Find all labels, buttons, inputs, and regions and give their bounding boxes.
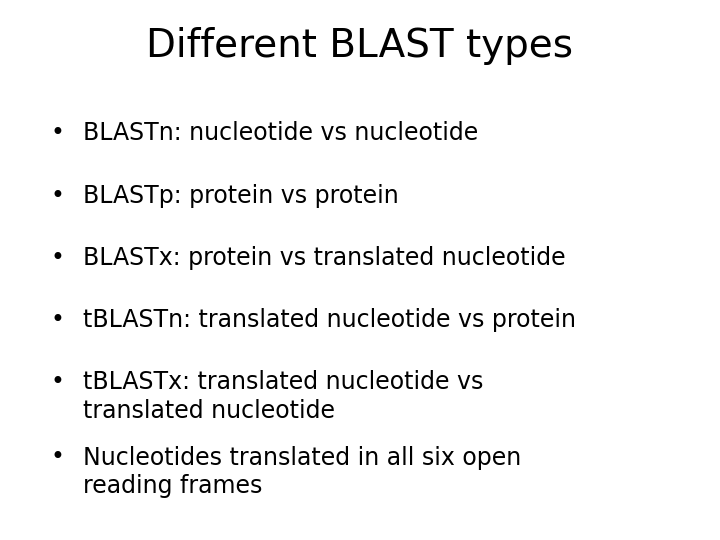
Text: tBLASTn: translated nucleotide vs protein: tBLASTn: translated nucleotide vs protei… [83, 308, 576, 332]
Text: Nucleotides translated in all six open
reading frames: Nucleotides translated in all six open r… [83, 446, 521, 498]
Text: •: • [50, 370, 64, 394]
Text: BLASTp: protein vs protein: BLASTp: protein vs protein [83, 184, 399, 207]
Text: BLASTn: nucleotide vs nucleotide: BLASTn: nucleotide vs nucleotide [83, 122, 478, 145]
Text: BLASTx: protein vs translated nucleotide: BLASTx: protein vs translated nucleotide [83, 246, 565, 269]
Text: •: • [50, 184, 64, 207]
Text: •: • [50, 446, 64, 469]
Text: •: • [50, 122, 64, 145]
Text: •: • [50, 308, 64, 332]
Text: Different BLAST types: Different BLAST types [146, 27, 574, 65]
Text: tBLASTx: translated nucleotide vs
translated nucleotide: tBLASTx: translated nucleotide vs transl… [83, 370, 483, 423]
Text: •: • [50, 246, 64, 269]
